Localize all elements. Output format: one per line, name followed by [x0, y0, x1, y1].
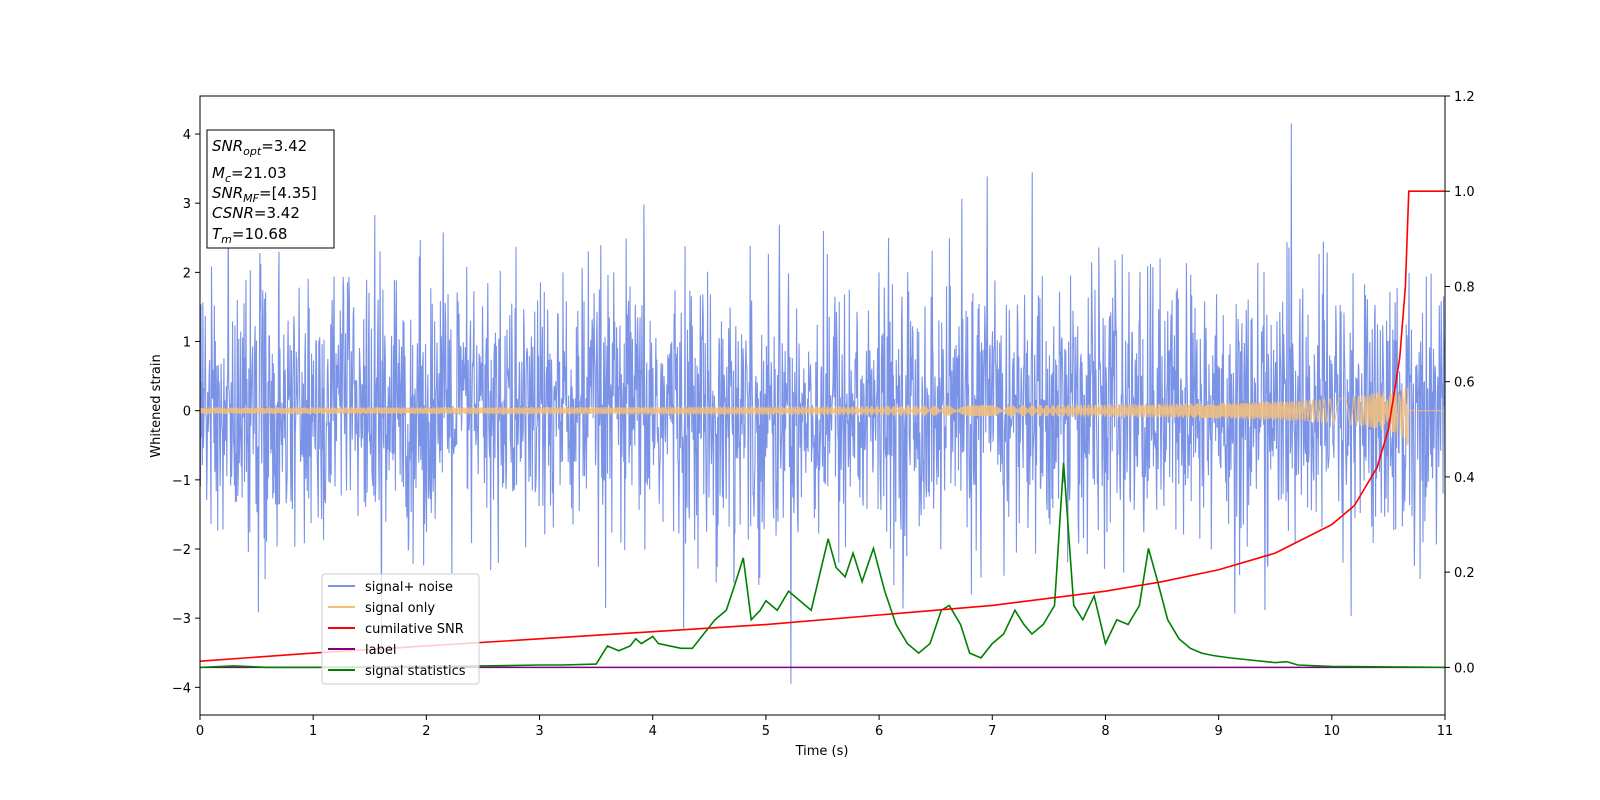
x-tick-label-6: 6	[875, 724, 883, 739]
info-csnr: CSNR=3.42	[212, 204, 300, 222]
plot-frame	[199, 95, 1446, 716]
svg-text:label: label	[365, 643, 396, 658]
y-left-tick-label-0: 4	[183, 128, 191, 143]
info-mc: Mc=21.03	[212, 164, 287, 185]
legend-item-label: label	[328, 643, 396, 658]
x-tick-label-2: 2	[422, 724, 430, 739]
x-tick-label-4: 4	[649, 724, 657, 739]
x-tick-label-11: 11	[1437, 724, 1454, 739]
legend-item-signal-noise: signal+ noise	[328, 580, 453, 595]
y-right-tick-label-4: 0.4	[1454, 471, 1475, 486]
y-right-tick-label-3: 0.6	[1454, 376, 1475, 391]
x-tick-label-9: 9	[1214, 724, 1222, 739]
info-snr-opt: SNRopt=3.42	[212, 137, 307, 158]
legend: signal+ noise signal only cumilative SNR…	[321, 573, 480, 685]
svg-text:cumilative SNR: cumilative SNR	[365, 622, 464, 637]
x-axis: 0 1 2 3 4 5 6 7 8 9 10 11	[196, 715, 1453, 739]
x-tick-label-1: 1	[309, 724, 317, 739]
svg-text:signal+ noise: signal+ noise	[365, 580, 453, 595]
y-axis-right: 1.2 1.0 0.8 0.6 0.4 0.2 0.0	[1445, 90, 1475, 676]
y-left-tick-label-1: 3	[183, 197, 191, 212]
legend-item-signal-statistics: signal statistics	[328, 664, 466, 679]
y-right-tick-label-1: 1.0	[1454, 185, 1475, 200]
y-left-tick-label-5: −1	[172, 474, 191, 489]
y-axis-left: 4 3 2 1 0 −1 −2 −3 −4	[172, 128, 200, 696]
y-left-tick-label-7: −3	[172, 612, 191, 627]
info-tm: Tm=10.68	[212, 225, 287, 246]
y-left-tick-label-2: 2	[183, 266, 191, 281]
y-left-tick-label-8: −4	[172, 681, 191, 696]
series-signal-noise	[200, 123, 1445, 684]
x-tick-label-8: 8	[1101, 724, 1109, 739]
info-box: SNRopt=3.42 Mc=21.03 SNRMF=[4.35] CSNR=3…	[206, 129, 335, 249]
x-tick-label-5: 5	[762, 724, 770, 739]
x-axis-label: Time (s)	[795, 744, 849, 759]
y-right-tick-label-5: 0.2	[1454, 566, 1475, 581]
y-right-tick-label-6: 0.0	[1454, 661, 1475, 676]
x-tick-label-0: 0	[196, 724, 204, 739]
y-left-tick-label-6: −2	[172, 543, 191, 558]
y-left-tick-label-3: 1	[183, 336, 191, 351]
y-left-tick-label-4: 0	[183, 405, 191, 420]
svg-text:signal statistics: signal statistics	[365, 664, 466, 679]
svg-text:signal only: signal only	[365, 601, 435, 616]
y-axis-label: Whitened strain	[149, 354, 164, 457]
y-right-tick-label-0: 1.2	[1454, 90, 1475, 105]
series-cumulative-snr	[200, 190, 1445, 662]
x-tick-label-10: 10	[1324, 724, 1341, 739]
x-tick-label-3: 3	[535, 724, 543, 739]
legend-item-signal-only: signal only	[328, 601, 435, 616]
y-right-tick-label-2: 0.8	[1454, 280, 1475, 295]
legend-item-cumulative-snr: cumilative SNR	[328, 622, 464, 637]
series-signal-statistics	[200, 462, 1445, 669]
series-signal-only	[200, 386, 1445, 445]
info-snr-mf: SNRMF=[4.35]	[212, 184, 317, 205]
x-tick-label-7: 7	[988, 724, 996, 739]
